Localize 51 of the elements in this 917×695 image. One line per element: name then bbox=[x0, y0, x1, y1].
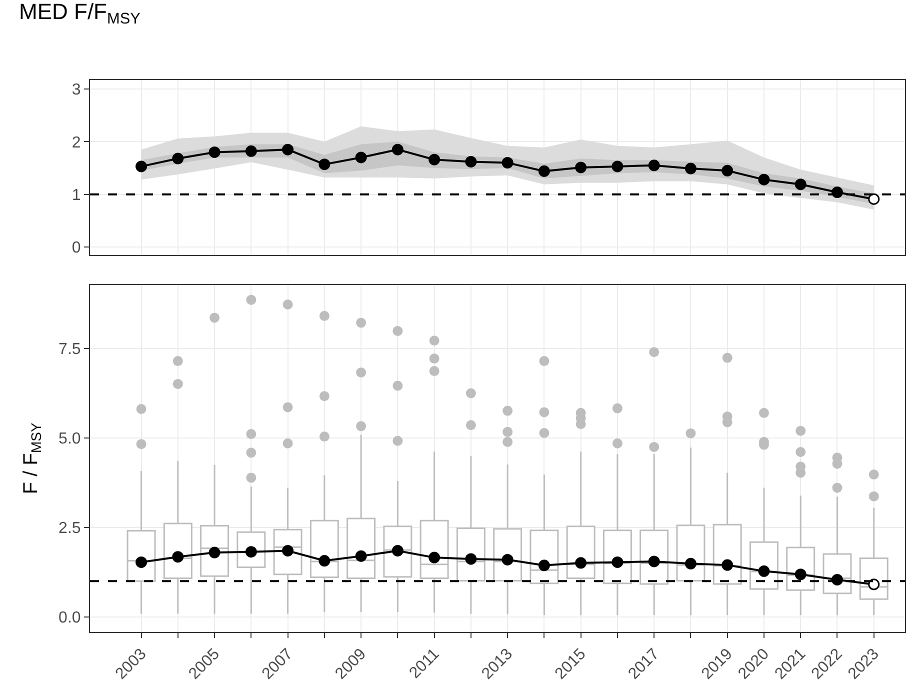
point bbox=[208, 546, 220, 558]
point bbox=[648, 160, 660, 172]
y-tick-label: 7.5 bbox=[58, 341, 81, 358]
point bbox=[794, 178, 806, 190]
point bbox=[758, 565, 770, 577]
point bbox=[136, 556, 148, 568]
point bbox=[465, 553, 477, 565]
point bbox=[136, 160, 148, 172]
point bbox=[172, 152, 184, 164]
y-tick-label: 2.5 bbox=[58, 520, 81, 538]
point bbox=[684, 162, 696, 174]
point bbox=[172, 551, 184, 563]
point bbox=[245, 145, 257, 157]
point bbox=[722, 164, 734, 176]
point bbox=[722, 559, 734, 571]
point bbox=[392, 144, 404, 156]
point bbox=[612, 160, 624, 172]
point bbox=[282, 544, 294, 556]
point bbox=[282, 144, 294, 156]
point bbox=[355, 550, 367, 562]
y-tick-label: 2 bbox=[72, 134, 81, 152]
y-tick-label: 0.0 bbox=[58, 610, 81, 627]
point bbox=[575, 162, 587, 174]
point bbox=[392, 544, 404, 556]
point bbox=[868, 193, 880, 205]
point bbox=[648, 556, 660, 568]
y-tick-label: 0 bbox=[72, 240, 81, 257]
point bbox=[245, 546, 257, 558]
point bbox=[502, 157, 514, 168]
point bbox=[428, 154, 440, 166]
point bbox=[208, 146, 220, 158]
point bbox=[868, 578, 880, 590]
point bbox=[355, 152, 367, 164]
point bbox=[612, 556, 624, 568]
point bbox=[538, 560, 550, 572]
point bbox=[318, 555, 330, 567]
point bbox=[428, 552, 440, 564]
point bbox=[758, 174, 770, 186]
point bbox=[318, 158, 330, 170]
y-tick-label: 1 bbox=[72, 186, 81, 204]
point bbox=[575, 557, 587, 569]
point bbox=[831, 574, 843, 586]
point bbox=[794, 568, 806, 580]
chart-title: MED F/F$_{MSY}$ bbox=[19, 0, 140, 28]
point bbox=[831, 186, 843, 198]
point bbox=[465, 156, 477, 168]
point bbox=[684, 558, 696, 570]
y-tick-label: 5.0 bbox=[58, 430, 81, 448]
y-tick-label: 3 bbox=[72, 82, 81, 99]
point bbox=[502, 554, 514, 566]
point bbox=[538, 165, 550, 177]
